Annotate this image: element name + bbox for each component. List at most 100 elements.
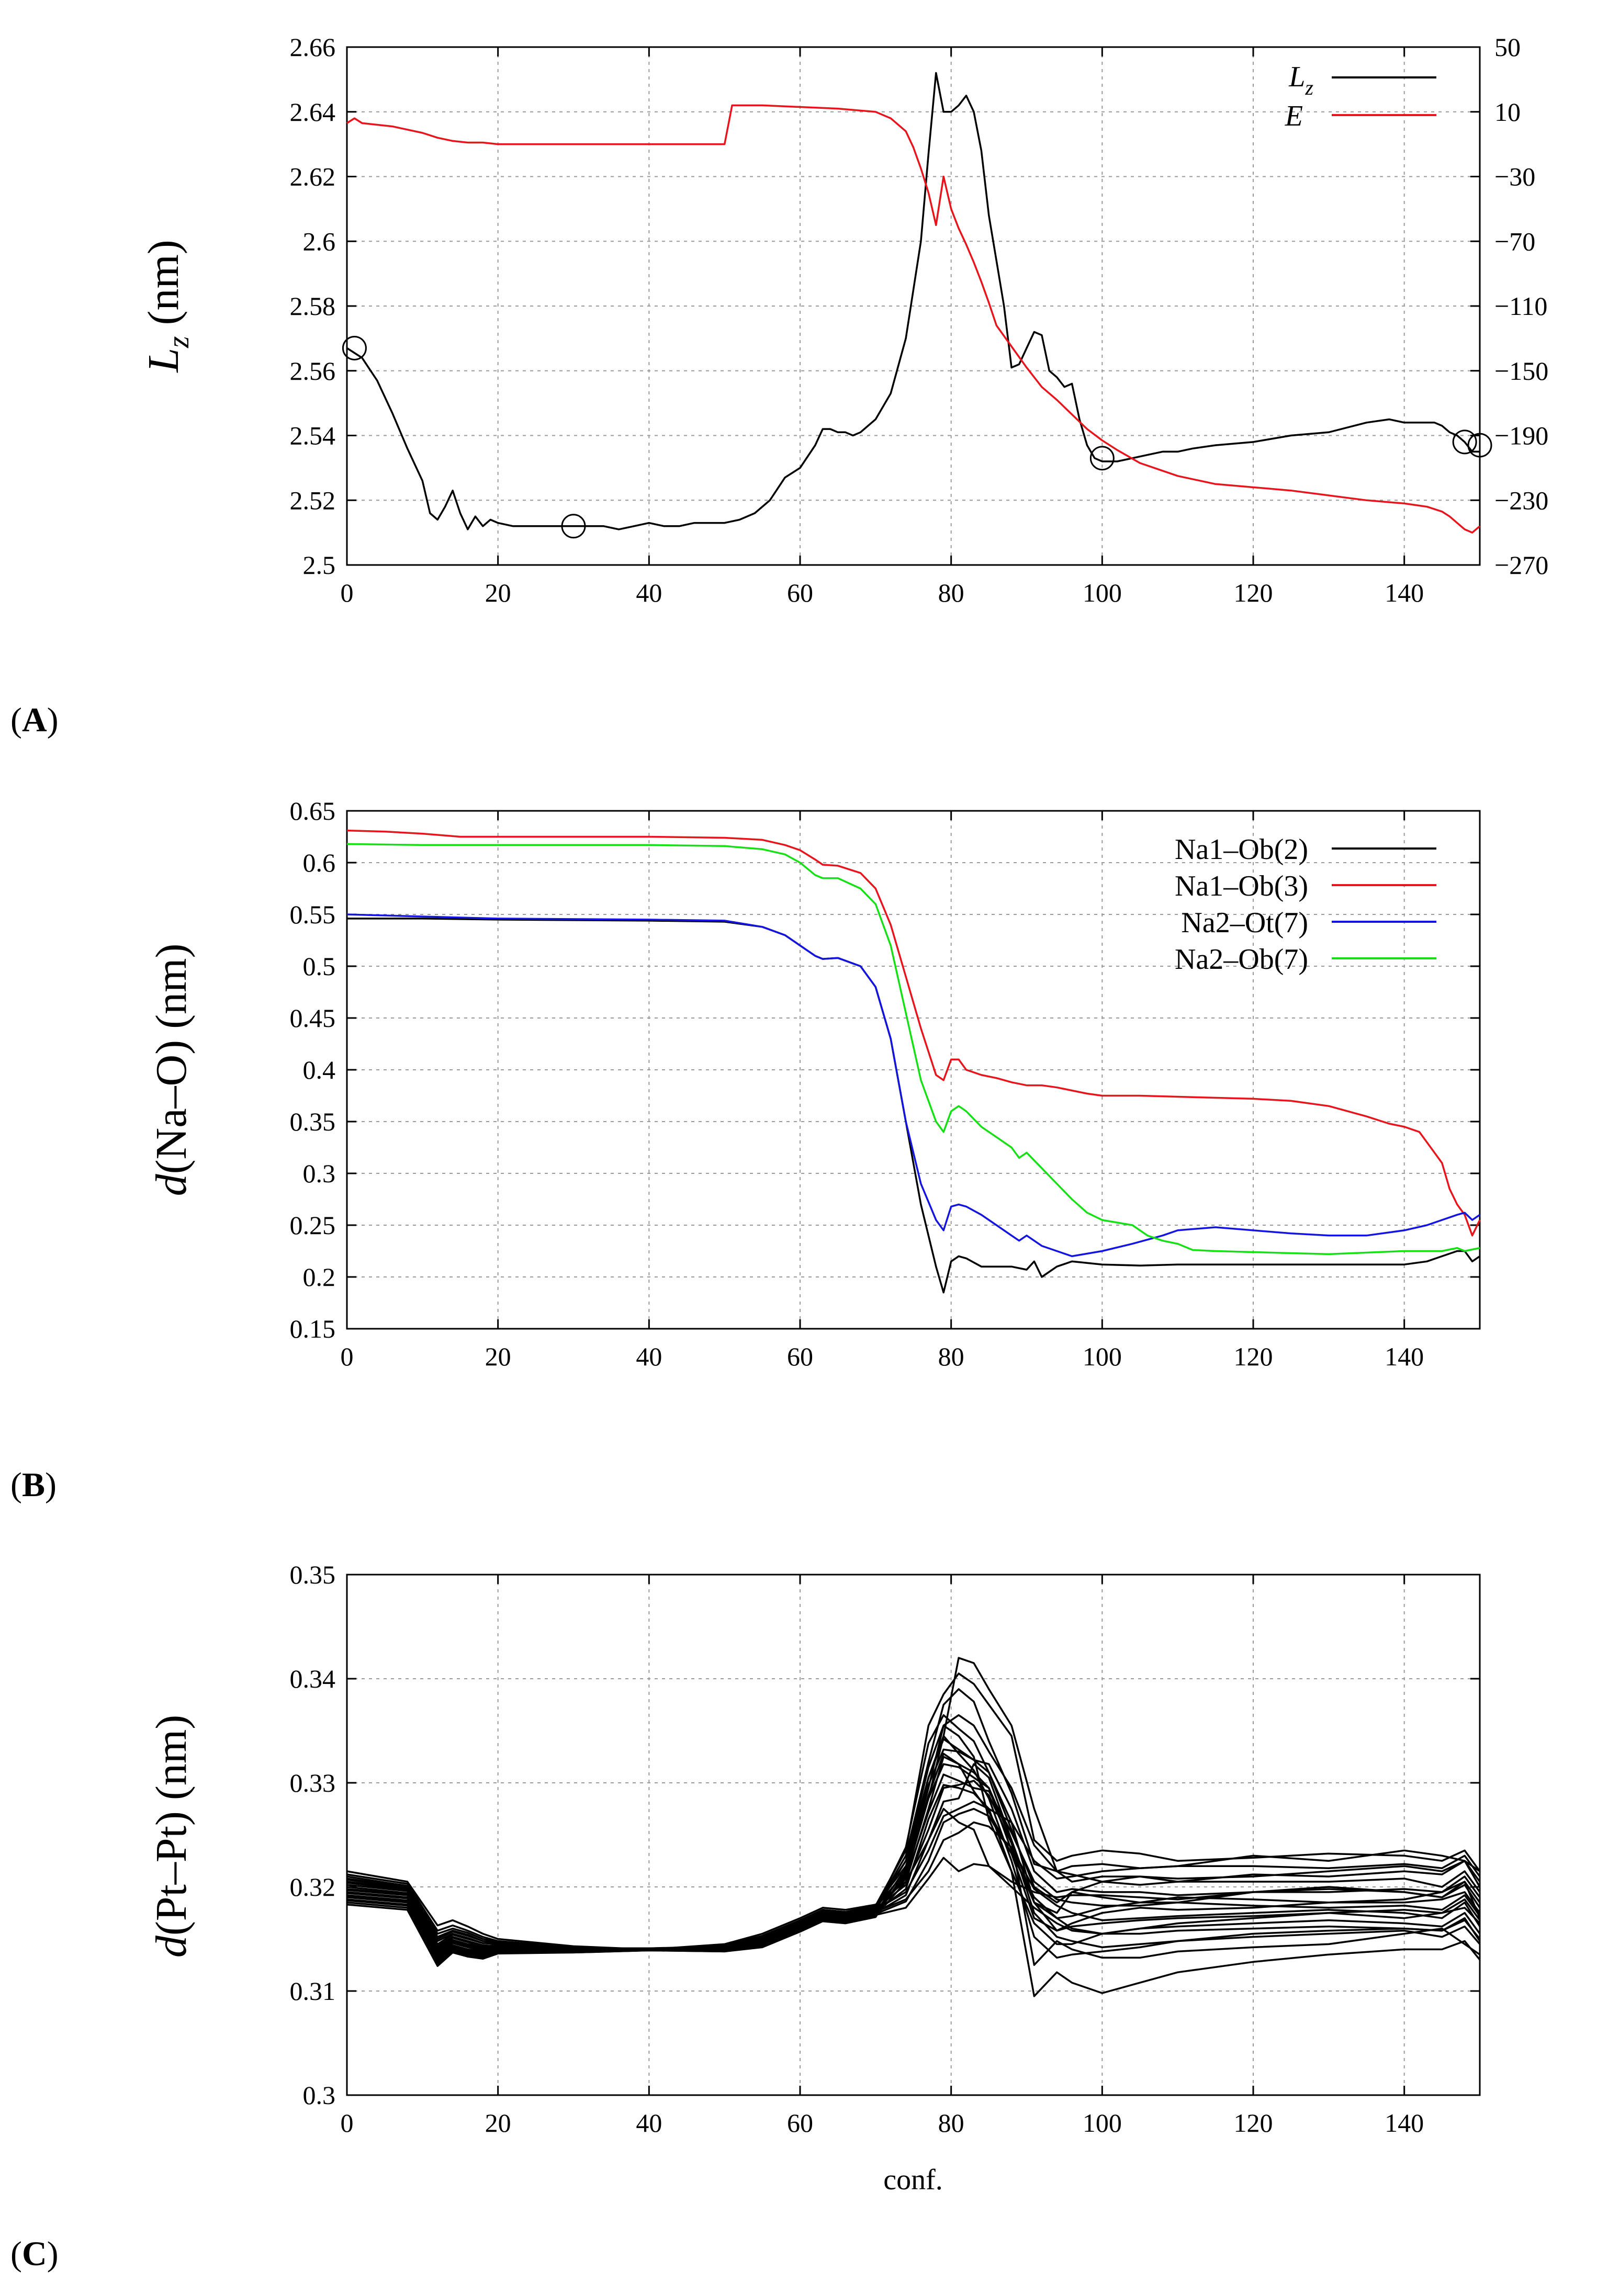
y-tick-label: 0.65 <box>290 796 336 825</box>
plot-frame-c <box>346 1574 1481 2096</box>
panel-label-b: (B) <box>10 1466 57 1504</box>
x-tick-label: 120 <box>1234 2108 1273 2137</box>
y-tick-label: 2.64 <box>290 97 336 127</box>
series-group-a <box>346 72 1481 534</box>
pt-pt-distance-line-14 <box>346 1714 1481 1951</box>
data-marker-circle <box>1452 429 1477 455</box>
legend-label: Na2–Ob(7) <box>1175 943 1308 976</box>
x-tick-label: 40 <box>636 2108 662 2137</box>
markers-group-a <box>342 335 1492 539</box>
y2-tick-label: −270 <box>1494 550 1548 580</box>
x-tick-label: 120 <box>1234 578 1273 607</box>
y2-tick-label: −110 <box>1494 291 1547 321</box>
x-tick-label: 80 <box>938 578 964 607</box>
legend-label: Na1–Ob(2) <box>1175 833 1308 866</box>
x-tick-label: 0 <box>341 2108 354 2137</box>
x-tick-label: 20 <box>485 2108 511 2137</box>
pt-pt-distance-line-20 <box>346 1735 1481 1964</box>
series-group-b <box>346 829 1481 1294</box>
series-line-na1-ob-2- <box>347 918 1480 1294</box>
chart-panel-a: 0 20 40 60 80 100 120 140 2.5 2.52 2.54 2.56 2.58 2.6… <box>10 32 1548 739</box>
x-tick-label: 60 <box>787 2108 813 2137</box>
x-tick-label: 0 <box>341 1342 354 1371</box>
legend-label: Na1–Ob(3) <box>1175 870 1308 902</box>
pt-pt-distance-line-19 <box>346 1821 1481 1960</box>
pt-pt-distance-line-21 <box>346 1752 1481 1965</box>
x-tick-label: 20 <box>485 578 511 607</box>
y-tick-label: 2.6 <box>303 227 336 256</box>
y-axis-label-c: d(Pt–Pt) (nm) <box>147 1715 196 1958</box>
pt-pt-distance-line-3 <box>346 1688 1480 1950</box>
y-tick-label: 0.3 <box>303 1159 336 1188</box>
y-tick-label: 0.32 <box>290 1872 336 1902</box>
pt-pt-distance-line-2 <box>346 1657 1481 1951</box>
grid-a <box>347 47 1480 565</box>
y2-tick-label: −230 <box>1494 485 1548 515</box>
y-tick-label: 0.33 <box>290 1768 336 1797</box>
y-tick-label: 0.5 <box>303 952 336 981</box>
y-tick-label: 2.56 <box>290 356 336 386</box>
y2-tick-label: −70 <box>1494 227 1535 256</box>
y-tick-label: 0.15 <box>290 1314 336 1343</box>
y-tick-label: 0.4 <box>303 1055 336 1084</box>
x-tick-label: 100 <box>1083 578 1122 607</box>
x-tick-label: 80 <box>938 2108 964 2137</box>
y2-tick-label: −150 <box>1494 356 1548 386</box>
series-line-na1-ob-3- <box>346 829 1481 1237</box>
y-tick-label: 0.31 <box>290 1976 336 2006</box>
pt-pt-distance-line-1 <box>346 1807 1481 1951</box>
y-tick-label: 2.52 <box>290 485 336 515</box>
x-tick-label: 80 <box>938 1342 964 1371</box>
y-tick-label: 0.6 <box>303 848 336 877</box>
panel-label-a: (A) <box>10 701 59 739</box>
pt-pt-distance-line-18 <box>346 1773 1481 1957</box>
x-tick-label: 60 <box>787 1342 813 1371</box>
data-marker-circle <box>561 514 586 539</box>
series-group-c <box>346 1657 1481 1997</box>
legend-label: Na2–Ot(7) <box>1181 907 1308 939</box>
pt-pt-distance-line-17 <box>346 1801 1481 1954</box>
series-line-na2-ot-7- <box>346 913 1480 1258</box>
pt-pt-distance-line-13 <box>346 1672 1481 1951</box>
y2-tick-label: −190 <box>1494 421 1548 450</box>
y-tick-label: 2.5 <box>303 550 336 580</box>
y-tick-label: 0.34 <box>290 1664 336 1693</box>
pt-pt-distance-line-16 <box>346 1780 1481 1951</box>
x-tick-label: 40 <box>636 1342 662 1371</box>
y2-tick-label: 50 <box>1494 32 1521 62</box>
x-tick-label: 100 <box>1083 2108 1122 2137</box>
data-marker-circle <box>1089 446 1115 471</box>
chart-panel-b: 0 20 40 60 80 100 120 140 0.15 0.2 0.25 0.3 0.35 0.4 0… <box>10 796 1481 1504</box>
chart-panel-c: 0 20 40 60 80 100 120 140 0.3 0.31 0.32 0.33 0.34 0.3… <box>10 1560 1481 2273</box>
y-tick-label: 2.58 <box>290 291 336 321</box>
series-line-na2-ob-7- <box>346 843 1480 1256</box>
y-tick-label: 0.55 <box>290 900 336 929</box>
y-tick-label: 0.35 <box>290 1107 336 1136</box>
x-tick-label: 0 <box>341 578 354 607</box>
pt-pt-distance-line-15 <box>346 1748 1481 1950</box>
series-line-l-z <box>346 72 1480 530</box>
y-tick-label: 2.66 <box>290 32 336 62</box>
x-tick-label: 120 <box>1234 1342 1273 1371</box>
x-tick-label: 20 <box>485 1342 511 1371</box>
data-marker-circle <box>1467 433 1492 458</box>
pt-pt-distance-line-8 <box>346 1763 1481 1958</box>
y-axis-label-b: d(Na–O) (nm) <box>147 944 196 1196</box>
data-marker-circle <box>342 335 367 360</box>
panel-label-c: (C) <box>10 2235 59 2273</box>
x-tick-label: 140 <box>1385 578 1424 607</box>
pt-pt-distance-line-12 <box>346 1724 1481 1997</box>
x-tick-label: 140 <box>1385 1342 1424 1371</box>
x-tick-label: 40 <box>636 578 662 607</box>
axis-ticks-c: 0 20 40 60 80 100 120 140 0.3 0.31 0.32 0.33 0.34 0.3… <box>290 1560 1480 2137</box>
legend-label-e: E <box>1285 100 1303 132</box>
y-tick-label: 2.54 <box>290 421 336 450</box>
axis-ticks-a: 0 20 40 60 80 100 120 140 2.5 2.52 2.54 2.56 2.58 2.6… <box>290 32 1549 607</box>
y-tick-label: 0.3 <box>303 2080 336 2110</box>
legend-label-lz: Lz <box>1288 61 1313 99</box>
y-tick-label: 0.45 <box>290 1003 336 1033</box>
y2-tick-label: 10 <box>1494 97 1521 127</box>
y2-tick-label: −30 <box>1494 162 1535 191</box>
legend-b: Na1–Ob(2) Na1–Ob(3) Na2–Ot(7) Na2–Ob(7) <box>1175 833 1436 976</box>
